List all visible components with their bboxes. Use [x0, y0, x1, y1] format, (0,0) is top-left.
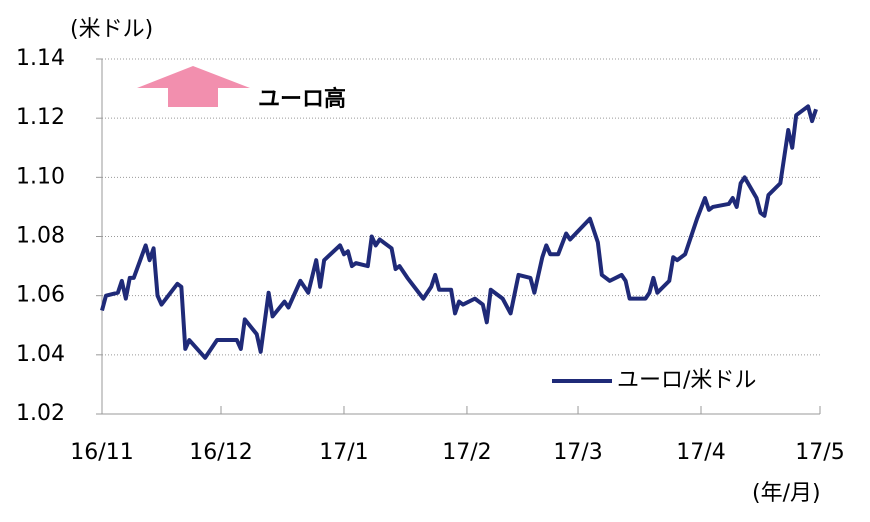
- y-tick-label: 1.06: [16, 283, 65, 308]
- x-tick-label: 17/3: [553, 440, 602, 465]
- y-tick-label: 1.14: [16, 46, 65, 71]
- y-tick-label: 1.04: [16, 342, 65, 367]
- x-tick-label: 17/4: [676, 440, 725, 465]
- y-tick-label: 1.10: [16, 164, 65, 189]
- up-arrow: [137, 66, 250, 107]
- y-tick-label: 1.12: [16, 105, 65, 130]
- y-tick-label: 1.02: [16, 401, 65, 426]
- x-tick-label: 16/11: [70, 440, 133, 465]
- x-tick-label: 16/12: [189, 440, 252, 465]
- annotation: ユーロ高: [258, 86, 346, 112]
- x-axis-label: (年/月): [752, 481, 821, 506]
- y-axis-label: (米ドル): [70, 17, 153, 42]
- legend-label: ユーロ/米ドル: [617, 368, 756, 393]
- x-tick-label: 17/2: [442, 440, 491, 465]
- series-line: [100, 104, 818, 360]
- x-tick-label: 17/5: [795, 440, 844, 465]
- y-tick-label: 1.08: [16, 224, 65, 249]
- x-tick-label: 17/1: [319, 440, 368, 465]
